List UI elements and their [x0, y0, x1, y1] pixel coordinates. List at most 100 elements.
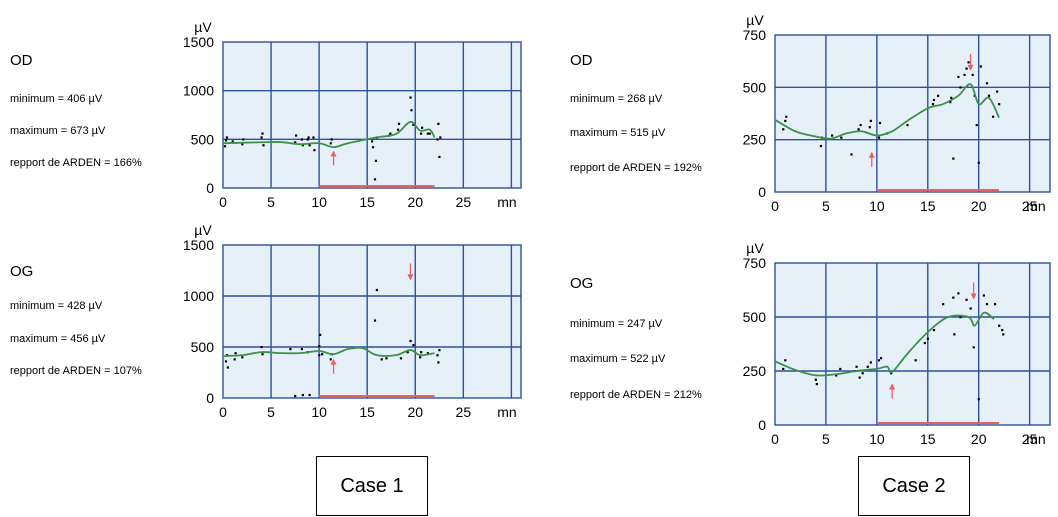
case2-od-data-point	[868, 126, 871, 129]
case1-od-data-point	[308, 144, 311, 147]
case1-og-data-point	[385, 357, 388, 360]
case2-od-data-point	[977, 161, 980, 164]
case1-og-data-point	[419, 356, 422, 359]
case1-od-data-point	[409, 96, 412, 99]
case2-od-xtick-label: 0	[771, 198, 779, 214]
case2-og-data-point	[839, 367, 842, 371]
case2-od-ytick-label: 500	[743, 79, 767, 95]
case1-od-data-point	[420, 132, 423, 135]
case2-od-data-point	[979, 65, 982, 68]
case2-od-arrow-up-head	[868, 151, 875, 158]
case2-caption: Case 2	[858, 456, 970, 516]
case2-od-data-point	[998, 103, 1001, 106]
case2-od-data-point	[936, 94, 940, 97]
case2-od-ytick-label: 250	[743, 132, 767, 148]
case2-od-data-point	[950, 96, 953, 99]
case1-od-data-point	[373, 178, 377, 181]
case2-og-data-point	[784, 359, 787, 362]
case1-og-xtick-label: 5	[267, 404, 275, 420]
case1-od-data-point	[374, 159, 378, 162]
case2-og-data-point	[835, 374, 838, 377]
case1-od-fit-curve	[222, 120, 436, 149]
case1-og-x-unit-label: mn	[497, 404, 516, 420]
case1-od-data-point	[224, 139, 228, 142]
case2-od-data-point	[877, 136, 881, 139]
case2-og-data-point	[877, 359, 881, 362]
case2-og-data-point	[942, 303, 945, 306]
case1-od-data-point	[412, 123, 415, 126]
case2-og-data-point	[959, 316, 962, 319]
case1-od-data-point	[223, 145, 227, 148]
case1-od-data-point	[426, 132, 429, 135]
case1-od-ytick-label: 1500	[183, 34, 214, 50]
case2-og-data-point	[969, 307, 972, 310]
case1-og-data-point	[294, 394, 297, 398]
case1-og-data-point	[318, 344, 321, 348]
case1-og-data-point	[436, 354, 439, 357]
case1-od-data-point	[420, 126, 424, 129]
case2-od-minimum: minimum = 268 µV	[570, 93, 663, 105]
case2-od-data-point	[971, 73, 974, 76]
case1-od-data-point	[242, 138, 245, 141]
case1-od-arden: repport de ARDEN = 166%	[10, 157, 142, 169]
case2-og-ytick-label: 0	[758, 417, 766, 433]
case1-og-arrow-up-head	[330, 358, 337, 365]
case1-od-data-point	[439, 136, 442, 139]
case2-og-ytick-label: 750	[743, 255, 767, 271]
case2-od-data-point	[840, 136, 843, 139]
case2-og-xtick-label: 25	[1022, 431, 1038, 447]
case2-od-xtick-label: 20	[971, 198, 987, 214]
case1-og-xtick-label: 0	[219, 404, 227, 420]
case2-od-xtick-label: 5	[822, 198, 830, 214]
case1-od-data-point	[306, 138, 309, 141]
case1-od-data-point	[436, 138, 439, 141]
case2-od-label: OD	[570, 52, 593, 69]
case2-og-data-point	[932, 328, 936, 332]
case1-od-data-point	[295, 134, 298, 137]
case1-od-minimum: minimum = 406 µV	[10, 93, 103, 105]
case1-og-data-point	[289, 348, 292, 351]
case2-od-data-point	[878, 121, 882, 125]
case1-od-data-point	[312, 136, 315, 139]
case2-og-arrow-up-head	[889, 383, 896, 390]
case2-og-xtick-label: 20	[971, 431, 987, 447]
case2-od-data-point	[967, 61, 970, 64]
case1-od-xtick-label: 0	[219, 194, 227, 210]
case2-og-data-point	[957, 292, 960, 295]
case2-og-xtick-label: 15	[920, 431, 936, 447]
case2-og-minimum: minimum = 247 µV	[570, 318, 663, 330]
case2-od-data-point	[782, 128, 785, 131]
case1-od-ytick-label: 500	[191, 131, 215, 147]
case1-caption: Case 1	[316, 456, 428, 516]
case1-od-data-point	[301, 144, 304, 147]
case2-od-xtick-label: 25	[1022, 198, 1038, 214]
case2-og-data-point	[855, 365, 858, 368]
case2-og-xtick-label: 5	[822, 431, 830, 447]
case1-og-data-point	[234, 352, 237, 355]
case2-od-arrow-down-head	[967, 64, 974, 71]
case1-og-data-point	[301, 393, 304, 397]
case1-og-ytick-label: 0	[206, 390, 214, 406]
case2-og-data-point	[814, 378, 817, 381]
case1-od-data-point	[371, 146, 375, 149]
case1-og-ytick-label: 1000	[183, 288, 214, 304]
case2-og-data-point	[982, 294, 985, 297]
case2-og-x-unit-label: mn	[1026, 431, 1045, 447]
case1-od-data-point	[330, 138, 333, 141]
case1-og-data-point	[261, 353, 264, 356]
case1-og-xtick-label: 15	[359, 404, 375, 420]
case2-od-xtick-label: 15	[920, 198, 936, 214]
case2-og-data-point	[861, 372, 864, 375]
case2-od-fit-curve	[774, 83, 1000, 140]
case2-og-xtick-label: 0	[771, 431, 779, 447]
case1-od-data-point	[260, 136, 263, 139]
case2-og-data-point	[914, 359, 917, 362]
case2-og-data-point	[972, 346, 975, 349]
case2-od-data-point	[991, 115, 995, 118]
case1-od-data-point	[231, 140, 234, 143]
case1-og-data-point	[437, 361, 440, 364]
case2-og-y-unit-label: µV	[746, 240, 764, 256]
case2-og-data-point	[965, 298, 968, 301]
case1-og-data-point	[375, 288, 379, 292]
